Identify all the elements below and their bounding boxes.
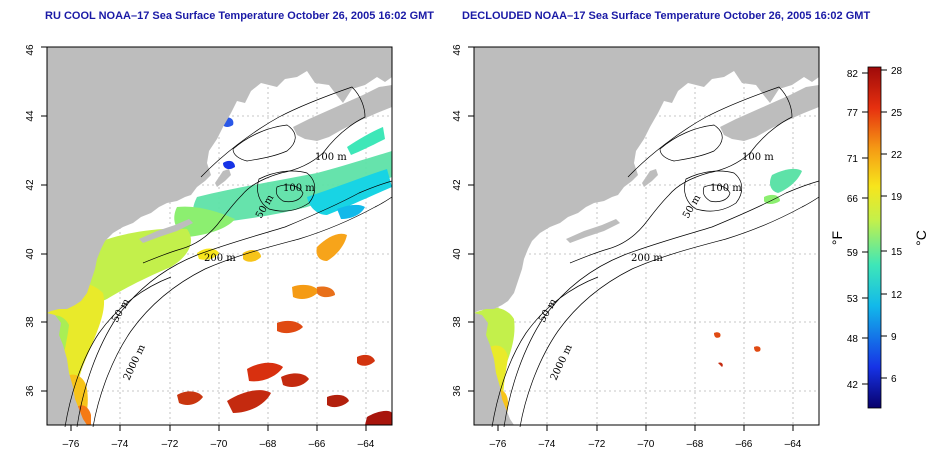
right-panel-title: DECLOUDED NOAA–17 Sea Surface Temperatur… [462,10,871,22]
fahrenheit-tick: 71 [847,154,859,165]
fahrenheit-tick: 77 [847,108,859,119]
contour-label: 200 m [631,253,663,264]
contour-label: 100 m [283,183,315,194]
celsius-tick: 12 [891,290,903,301]
lat-tick-label: 44 [25,110,36,122]
contour-label: 100 m [742,152,774,163]
lon-tick-label: –68 [687,439,704,450]
lon-tick-label: –66 [309,439,326,450]
lon-tick-label: –76 [490,439,507,450]
lat-tick-label: 42 [25,179,36,191]
lon-tick-label: –70 [638,439,655,450]
lon-tick-label: –72 [589,439,606,450]
fahrenheit-label: °F [829,231,845,245]
celsius-tick: 9 [891,332,897,343]
lat-tick-label: 44 [452,110,463,122]
celsius-tick: 6 [891,374,897,385]
lat-tick-label: 46 [452,44,463,56]
fahrenheit-tick: 66 [847,194,859,205]
celsius-tick: 22 [891,150,903,161]
lon-tick-label: –64 [358,439,375,450]
lat-axis-ticks-right [468,46,474,392]
fahrenheit-tick: 48 [847,334,859,345]
celsius-tick: 15 [891,247,903,258]
lat-tick-label: 36 [25,385,36,397]
lat-tick-label: 40 [25,248,36,260]
lon-tick-label: –76 [63,439,80,450]
celsius-tick: 19 [891,192,903,203]
celsius-tick: 28 [891,66,903,77]
lat-tick-label: 36 [452,385,463,397]
lon-tick-label: –72 [162,439,179,450]
lon-tick-label: –68 [260,439,277,450]
fahrenheit-tick: 53 [847,294,859,305]
lon-tick-label: –70 [211,439,228,450]
lat-tick-label: 46 [25,44,36,56]
celsius-label: °C [913,230,929,246]
lon-tick-label: –66 [736,439,753,450]
contour-label: 100 m [315,152,347,163]
lat-axis-ticks-left [41,46,47,392]
left-panel-title: RU COOL NOAA–17 Sea Surface Temperature … [45,10,435,22]
lon-tick-label: –74 [112,439,129,450]
lat-tick-label: 42 [452,179,463,191]
colorbar-gradient [867,66,882,409]
lat-tick-label: 40 [452,248,463,260]
lon-tick-label: –74 [539,439,556,450]
lon-tick-label: –64 [785,439,802,450]
celsius-tick: 25 [891,108,903,119]
lon-axis-ticks-left [70,425,367,431]
right-map-panel: 100 m 100 m 50 m 200 m 50 m 2000 m –76 –… [452,44,820,450]
fahrenheit-tick: 59 [847,248,859,259]
lat-tick-label: 38 [25,316,36,328]
left-map-panel: 100 m 100 m 50 m 200 m 50 m 2000 m –76 –… [25,44,393,450]
fahrenheit-tick: 82 [847,69,859,80]
temperature-colorbar: 82 77 71 66 59 53 48 42 28 25 22 19 15 1… [829,66,929,409]
fahrenheit-tick: 42 [847,380,859,391]
lat-tick-label: 38 [452,316,463,328]
contour-label: 200 m [204,253,236,264]
contour-label: 100 m [710,183,742,194]
lon-axis-ticks-right [497,425,794,431]
